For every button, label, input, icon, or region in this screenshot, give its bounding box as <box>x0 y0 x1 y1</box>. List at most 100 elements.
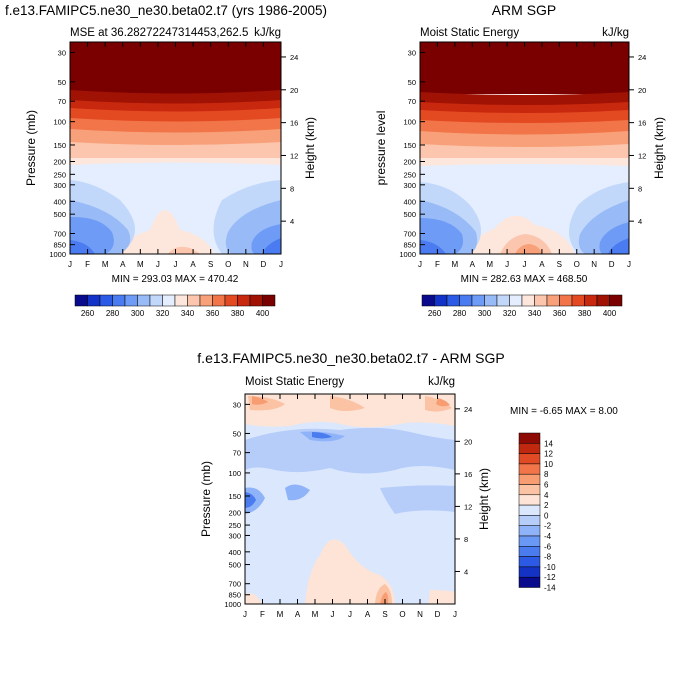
x-tick-label: D <box>261 260 267 269</box>
colorbar-label: 400 <box>603 309 617 318</box>
x-tick-label: O <box>399 610 405 619</box>
x-tick-label: A <box>295 610 301 619</box>
colorbar-label: 380 <box>231 309 245 318</box>
y-tick-label: 400 <box>53 197 66 206</box>
panel-model-ylabel: Pressure (mb) <box>24 110 38 186</box>
colorbar-box <box>99 294 113 307</box>
x-tick-label: M <box>312 610 319 619</box>
colorbar-label: -14 <box>544 584 556 593</box>
colorbar-label: 400 <box>256 309 270 318</box>
y-tick-label: 70 <box>408 97 416 106</box>
colorbar-box <box>137 294 151 307</box>
colorbar-box <box>174 294 188 307</box>
y-tick-label: 50 <box>58 78 66 87</box>
panel-obs-axes: J F M A M J J A S O N D J 30 50 70 100 150 200 250 300 400 500… <box>399 42 646 269</box>
y-tick-label: 250 <box>228 521 241 530</box>
x-tick-label: J <box>243 610 247 619</box>
colorbar-box <box>187 294 201 307</box>
x-tick-label: A <box>539 260 545 269</box>
x-tick-label: J <box>418 260 422 269</box>
colorbar-box <box>509 294 523 307</box>
colorbar-label: 380 <box>578 309 592 318</box>
colorbar-box <box>459 294 473 307</box>
colorbar-box <box>518 494 541 506</box>
band-top-dark <box>420 42 629 94</box>
colorbar-box <box>559 294 573 307</box>
colorbar-box <box>518 546 541 557</box>
colorbar-label: -10 <box>544 563 556 572</box>
panel-model-contours <box>70 42 281 254</box>
x-tick-label: A <box>120 260 126 269</box>
band-350-surface <box>515 244 542 254</box>
x-tick-label: M <box>451 260 458 269</box>
colorbar-label: 260 <box>81 309 95 318</box>
colorbar-label: -8 <box>544 553 552 562</box>
y-tick-right-label: 4 <box>464 567 468 576</box>
y-tick-label: 150 <box>228 492 241 501</box>
colorbar-box <box>224 294 238 307</box>
y-tick-right-label: 20 <box>464 437 472 446</box>
y-tick-label: 850 <box>403 241 416 250</box>
colorbar-label: 360 <box>553 309 567 318</box>
colorbar-box <box>112 294 126 307</box>
panel-diff-title: Moist Static Energy <box>245 376 344 388</box>
panel-diff-ylabel: Pressure (mb) <box>199 461 213 537</box>
colorbar-box <box>484 294 498 307</box>
x-tick-label: J <box>627 260 631 269</box>
panel-model-colorbar: 260 280 300 320 340 360 380 400 <box>74 294 276 318</box>
colorbar-box <box>518 453 541 465</box>
y-tick-label: 500 <box>53 210 66 219</box>
colorbar-label: 0 <box>544 511 549 520</box>
colorbar-box <box>249 294 263 307</box>
colorbar-label: 340 <box>528 309 542 318</box>
panel-obs-ylabel-right: Height (km) <box>652 117 666 179</box>
y-tick-right-label: 8 <box>464 535 468 544</box>
y-tick-label: 200 <box>228 508 241 517</box>
colorbar-label: 300 <box>131 309 145 318</box>
y-tick-label: 50 <box>408 78 416 87</box>
colorbar-label: 360 <box>206 309 220 318</box>
panel-obs-title: Moist Static Energy <box>420 27 519 39</box>
colorbar-box <box>596 294 610 307</box>
y-tick-label: 50 <box>233 429 241 438</box>
colorbar-box <box>446 294 460 307</box>
colorbar-box <box>87 294 101 307</box>
x-tick-label: F <box>260 610 265 619</box>
band-right-neg <box>380 485 455 514</box>
y-tick-label: 1000 <box>49 250 66 259</box>
colorbar-label: 260 <box>428 309 442 318</box>
panel-obs-minmax: MIN = 282.63 MAX = 468.50 <box>461 274 588 285</box>
colorbar-box <box>518 443 541 454</box>
page-title-left: f.e13.FAMIPC5.ne30_ne30.beta02.t7 (yrs 1… <box>5 3 327 18</box>
colorbar-label: -2 <box>544 522 552 531</box>
x-tick-label: A <box>190 260 196 269</box>
band-280-right <box>262 238 281 254</box>
y-tick-label: 700 <box>228 580 241 589</box>
y-tick-label: 100 <box>53 118 66 127</box>
panel-observation: Moist Static Energy kJ/kg J F M A M J J A S O N D J 3… <box>374 27 666 318</box>
page-title-right: ARM SGP <box>492 2 557 18</box>
x-tick-label: J <box>331 610 335 619</box>
x-tick-label: F <box>85 260 90 269</box>
colorbar-box <box>237 294 251 307</box>
colorbar-label: 2 <box>544 501 549 510</box>
band-350 <box>70 129 281 149</box>
y-tick-right-label: 16 <box>464 470 472 479</box>
colorbar-box <box>518 473 541 485</box>
band-top-pos3b <box>436 398 450 407</box>
y-tick-label: 500 <box>228 561 241 570</box>
y-tick-label: 1000 <box>224 600 241 609</box>
colorbar-box <box>518 525 541 537</box>
colorbar-label: -4 <box>544 532 552 541</box>
y-tick-right-label: 16 <box>638 119 646 128</box>
x-tick-label: S <box>557 260 562 269</box>
y-tick-label: 100 <box>228 469 241 478</box>
x-tick-label: A <box>365 610 371 619</box>
band-top-dark <box>70 42 281 94</box>
x-tick-label: J <box>156 260 160 269</box>
x-tick-label: D <box>435 610 441 619</box>
panel-model-units: kJ/kg <box>254 27 281 39</box>
panel-difference: Moist Static Energy kJ/kg J F M A M J J A S O N D J 3… <box>199 376 618 619</box>
